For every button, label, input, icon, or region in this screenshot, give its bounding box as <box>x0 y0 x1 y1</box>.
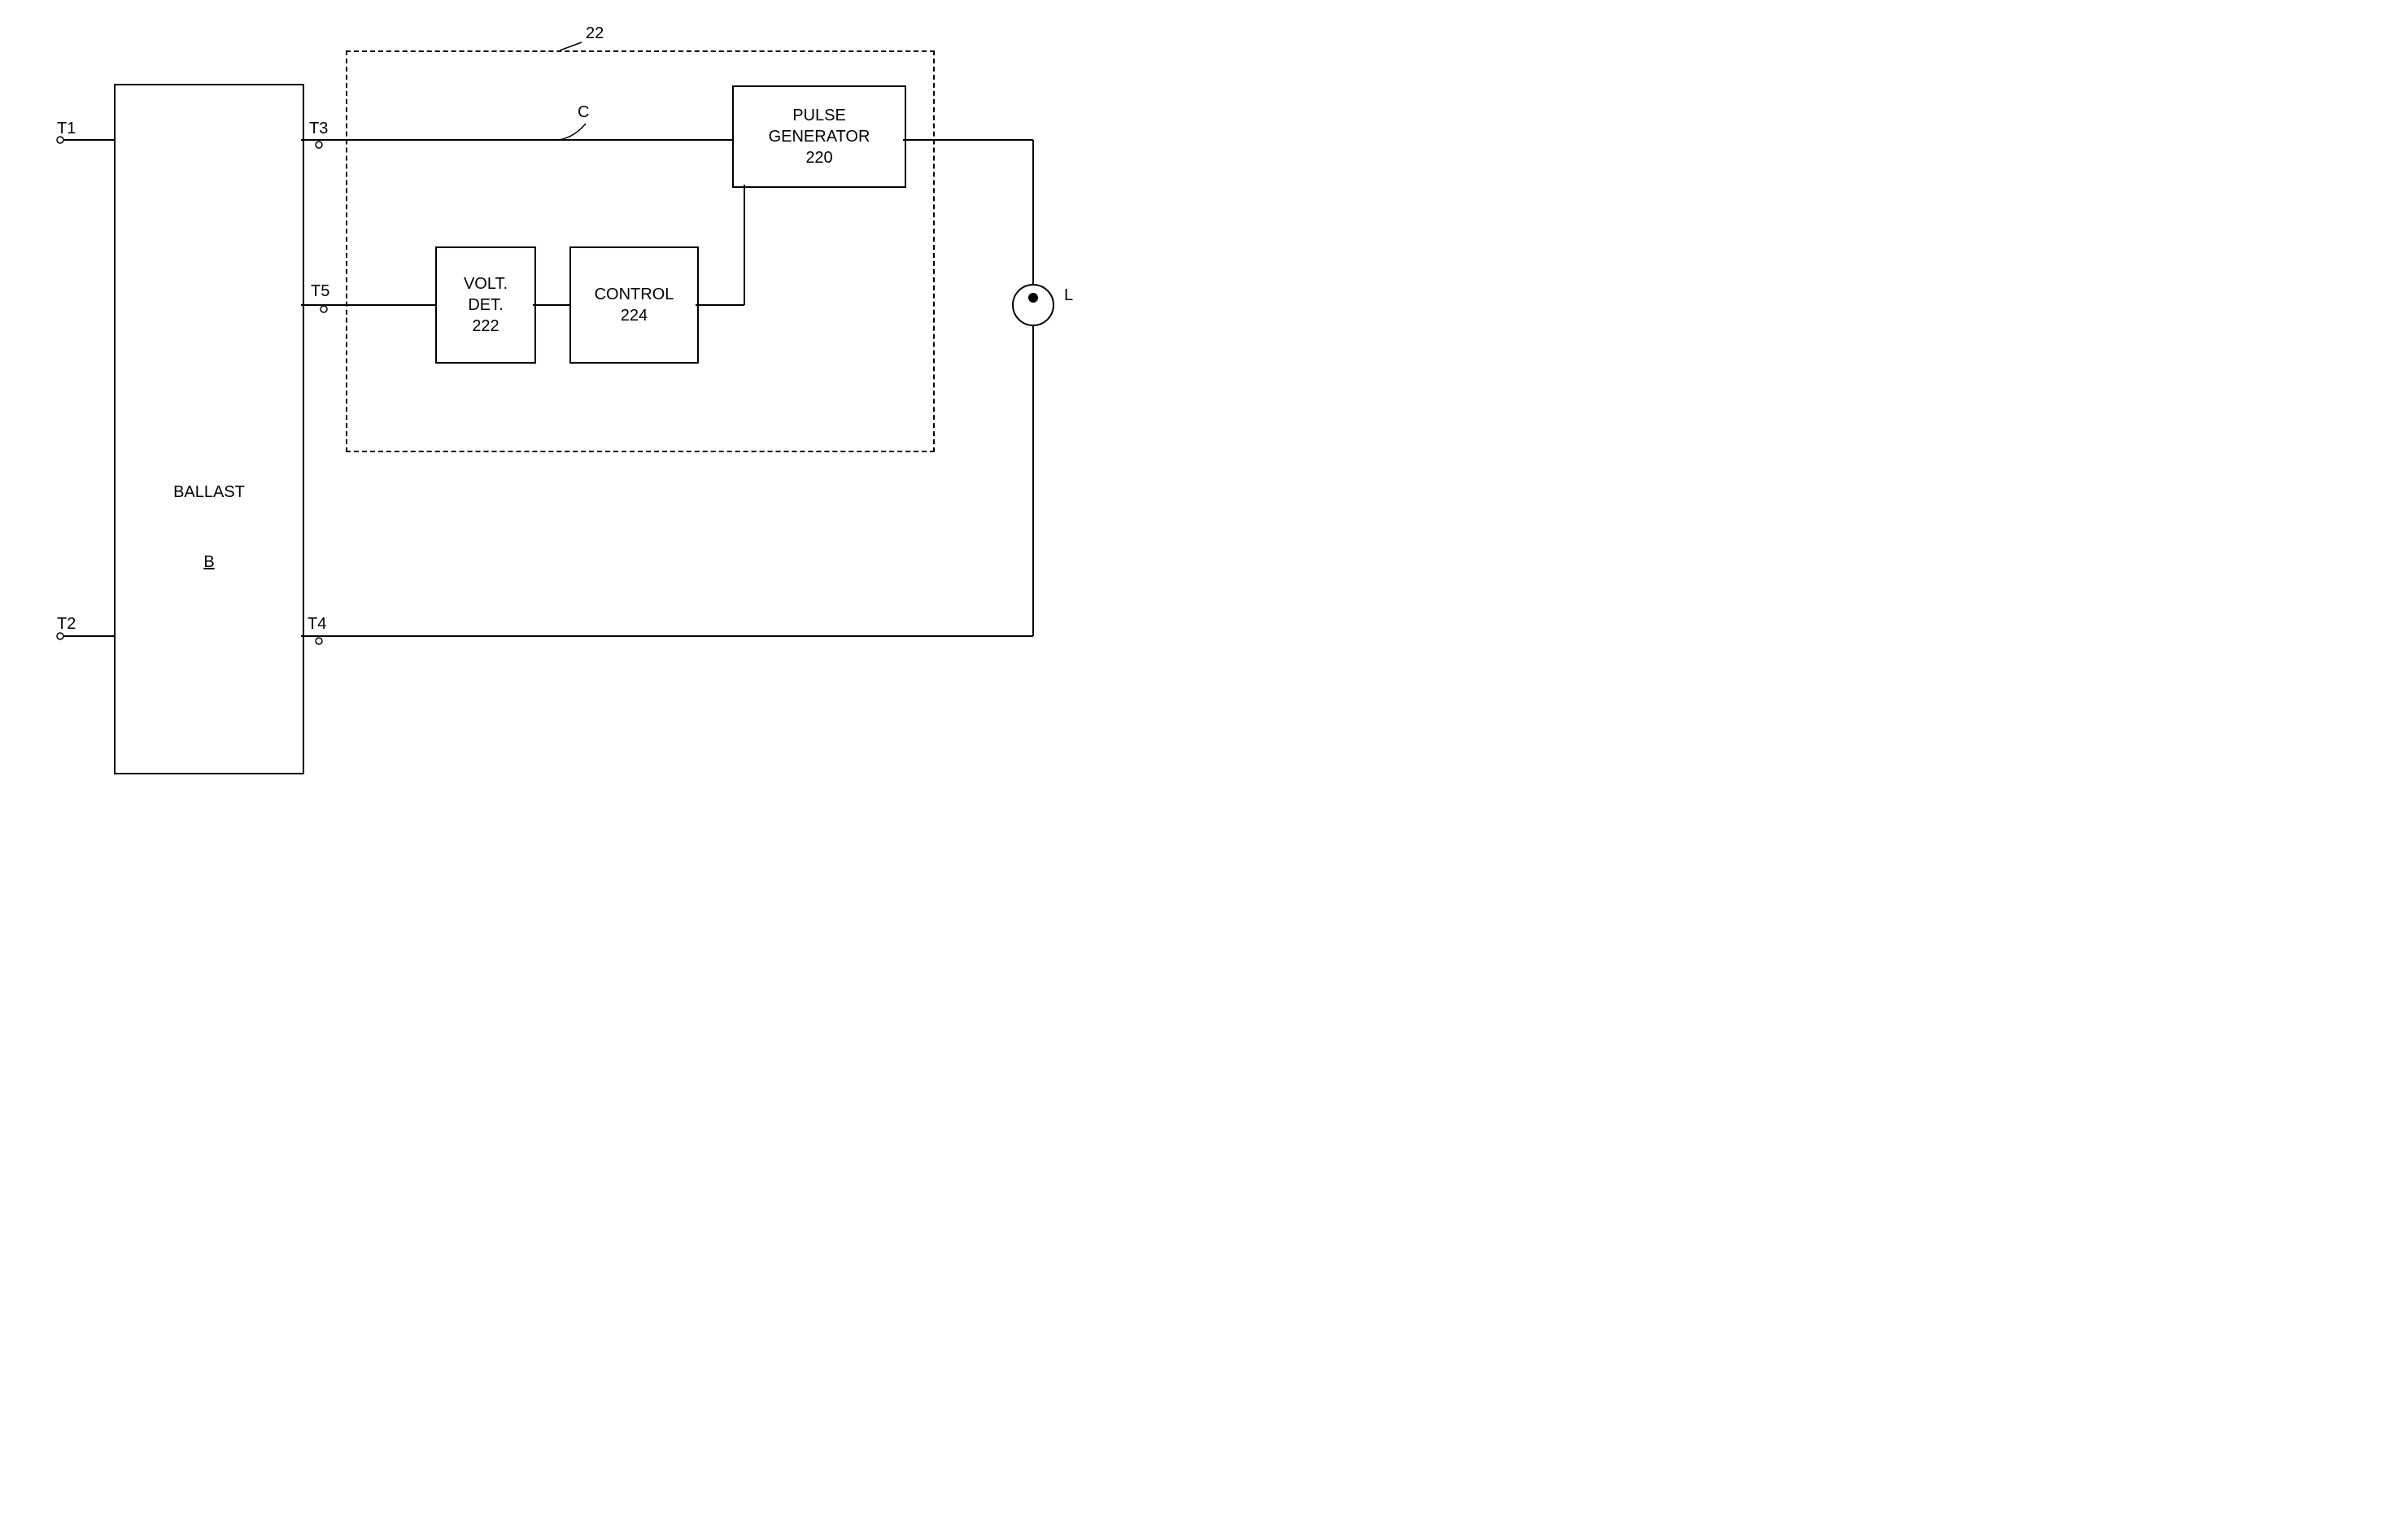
leader-c <box>549 124 586 140</box>
wiring-svg <box>16 16 1220 783</box>
leader-22 <box>560 42 582 50</box>
diagram-container: BALLAST B PULSE GENERATOR 220 VOLT. DET.… <box>16 16 1220 783</box>
terminal-t5-node <box>321 306 327 312</box>
terminal-t1-node <box>57 137 63 143</box>
terminal-t3-node <box>316 142 322 148</box>
lamp-symbol-outer <box>1013 285 1054 325</box>
lamp-symbol-inner <box>1028 293 1038 303</box>
terminal-t4-node <box>316 638 322 644</box>
terminal-t2-node <box>57 633 63 639</box>
